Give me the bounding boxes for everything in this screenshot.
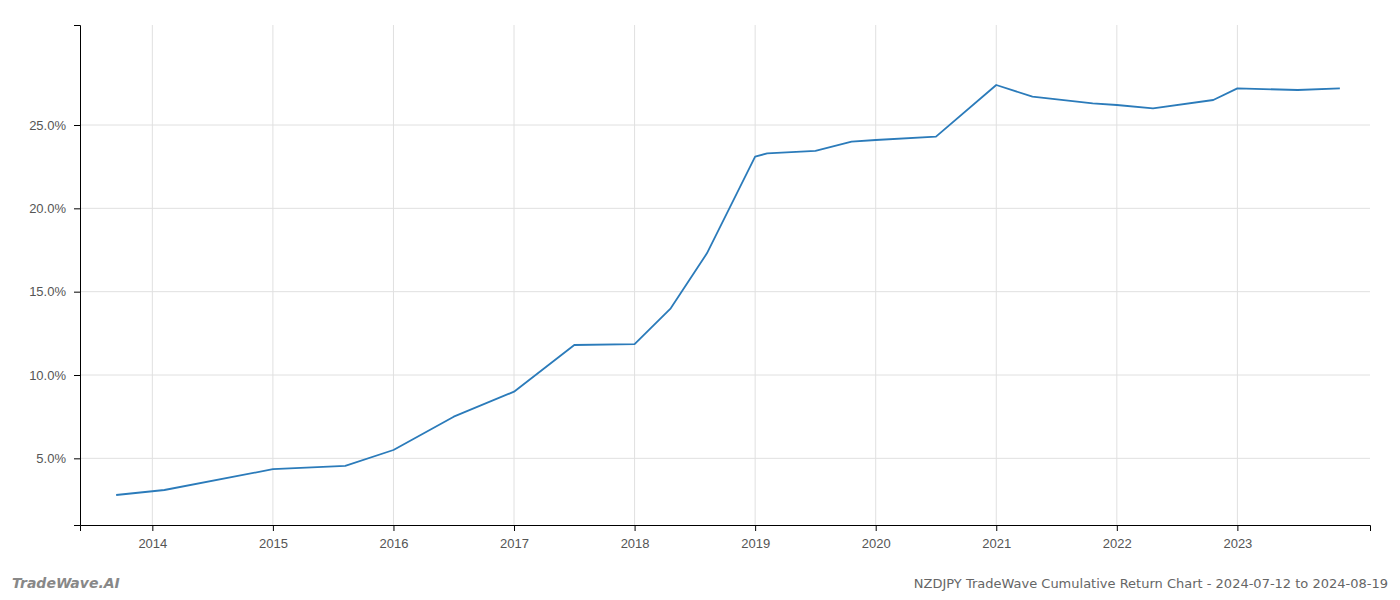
plot: 2014 2015 2016 2017 2018 2019 2020 2021 2022 2023…	[29, 25, 1370, 551]
tick-label: 2017	[500, 536, 529, 551]
tick: 2019	[741, 525, 770, 551]
tick: 5.0%	[36, 451, 80, 466]
tick: 2016	[379, 525, 408, 551]
tick-label: 15.0%	[29, 284, 66, 299]
grid-line	[755, 25, 756, 525]
tick-label: 2014	[138, 536, 167, 551]
tick-label: 2023	[1223, 536, 1252, 551]
tick: 2017	[500, 525, 529, 551]
grid-line	[996, 25, 997, 525]
tick: 20.0%	[29, 201, 80, 216]
tick-label: 2022	[1103, 536, 1132, 551]
grid-line	[80, 375, 1370, 376]
tick-label: 5.0%	[36, 451, 66, 466]
tick-mark	[1237, 525, 1238, 531]
tick-label: 20.0%	[29, 201, 66, 216]
axis-line	[81, 526, 1371, 532]
tick-mark	[996, 525, 997, 531]
tick-label: 25.0%	[29, 118, 66, 133]
tick-label: 2020	[862, 536, 891, 551]
tick-mark	[74, 375, 80, 376]
tick-mark	[152, 525, 153, 531]
tick: 15.0%	[29, 284, 80, 299]
tick-label: 2016	[379, 536, 408, 551]
tick-mark	[393, 525, 394, 531]
grid-line	[152, 25, 153, 525]
tick-mark	[514, 525, 515, 531]
tick: 2020	[862, 525, 891, 551]
watermark: TradeWave.AI	[12, 575, 120, 591]
tick-label: 2015	[259, 536, 288, 551]
grid	[80, 25, 1370, 525]
chart: 2014 2015 2016 2017 2018 2019 2020 2021 2022 2023…	[0, 0, 1400, 600]
grid-line	[1116, 25, 1117, 525]
tick: 2022	[1103, 525, 1132, 551]
tick: 10.0%	[29, 368, 80, 383]
tick: 2015	[259, 525, 288, 551]
grid-line	[514, 25, 515, 525]
title: NZDJPY TradeWave Cumulative Return Chart…	[914, 576, 1388, 591]
tick: 2014	[138, 525, 167, 551]
line	[116, 85, 1340, 495]
grid-line	[80, 291, 1370, 292]
tick-mark	[273, 525, 274, 531]
axis-line	[74, 26, 81, 526]
tick-label: 10.0%	[29, 368, 66, 383]
tick-mark	[1117, 525, 1118, 531]
tick-label: 2018	[621, 536, 650, 551]
tick: 2018	[621, 525, 650, 551]
x-axis: 2014 2015 2016 2017 2018 2019 2020 2021 2022 2023	[81, 525, 1371, 551]
grid-line	[875, 25, 876, 525]
y-axis: 5.0% 10.0% 15.0% 20.0% 25.0%	[29, 26, 80, 526]
tick-mark	[876, 525, 877, 531]
grid-line	[80, 208, 1370, 209]
grid-line	[272, 25, 273, 525]
tick: 2023	[1223, 525, 1252, 551]
marks	[116, 85, 1340, 495]
tick-mark	[74, 458, 80, 459]
tick: 25.0%	[29, 118, 80, 133]
grid-line	[80, 125, 1370, 126]
grid-line	[1237, 25, 1238, 525]
tick: 2021	[982, 525, 1011, 551]
tick-mark	[74, 208, 80, 209]
tick-mark	[74, 125, 80, 126]
tick-mark	[74, 292, 80, 293]
tick-label: 2019	[741, 536, 770, 551]
grid-line	[80, 458, 1370, 459]
tick-label: 2021	[982, 536, 1011, 551]
grid-line	[634, 25, 635, 525]
tick-mark	[755, 525, 756, 531]
tick-mark	[635, 525, 636, 531]
